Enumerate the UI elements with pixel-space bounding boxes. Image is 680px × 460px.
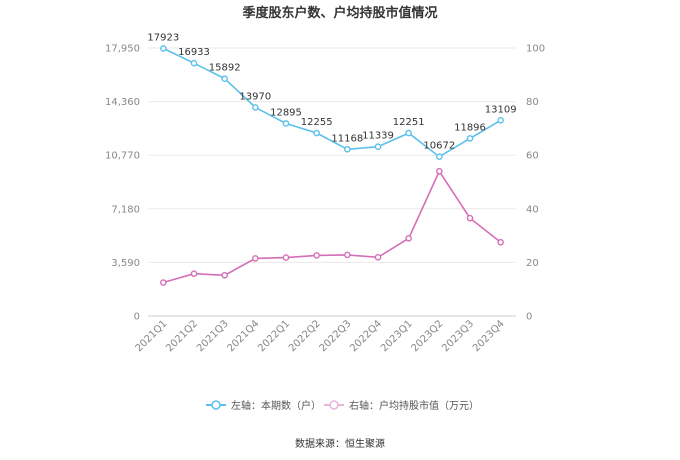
data-point xyxy=(221,75,228,83)
data-point xyxy=(160,279,167,286)
data-source: 数据来源：恒生聚源 xyxy=(295,437,385,450)
data-label: 13970 xyxy=(239,91,271,102)
data-point xyxy=(436,153,443,160)
right-tick-label: 40 xyxy=(526,204,539,215)
data-point xyxy=(405,129,412,137)
legend-item-households[interactable]: 左轴：本期数（户） xyxy=(206,399,321,412)
data-label: 17923 xyxy=(147,32,179,43)
data-point xyxy=(221,271,228,279)
data-label: 12895 xyxy=(270,107,302,118)
data-label: 13109 xyxy=(485,104,517,115)
x-tick-label: 2022Q4 xyxy=(348,318,384,354)
x-tick-label: 2022Q3 xyxy=(318,318,354,354)
left-axis-ticks: 0 3,590 7,180 10,770 14,360 17,950 xyxy=(105,44,140,323)
series-lines xyxy=(162,47,502,284)
legend: 左轴：本期数（户） 右轴：户均持股市值（万元） xyxy=(206,399,479,412)
right-tick-label: 0 xyxy=(526,312,532,323)
right-tick-label: 20 xyxy=(526,258,539,269)
x-tick-label: 2023Q2 xyxy=(410,318,446,354)
right-tick-label: 80 xyxy=(526,97,539,108)
data-point xyxy=(190,59,198,67)
data-label: 11339 xyxy=(362,131,394,142)
right-tick-label: 100 xyxy=(526,44,545,55)
x-tick-label: 2023Q4 xyxy=(471,318,507,354)
data-point xyxy=(466,135,474,142)
left-tick-label: 3,590 xyxy=(111,258,140,269)
series-line-1 xyxy=(163,169,502,284)
data-point xyxy=(252,255,259,262)
legend-marker-avg-value xyxy=(329,400,339,410)
data-label: 11168 xyxy=(331,133,363,144)
data-point xyxy=(252,104,259,111)
x-tick-label: 2022Q2 xyxy=(287,318,323,354)
left-tick-label: 14,360 xyxy=(105,97,140,108)
x-tick-label: 2023Q3 xyxy=(440,318,476,354)
data-point xyxy=(374,254,382,261)
right-tick-label: 60 xyxy=(526,151,539,162)
data-label: 15892 xyxy=(209,63,241,74)
data-point xyxy=(160,45,167,52)
x-tick-label: 2023Q1 xyxy=(379,318,415,354)
data-point xyxy=(313,129,320,137)
data-label: 10672 xyxy=(423,141,455,152)
data-label: 12255 xyxy=(301,117,333,128)
data-label: 12251 xyxy=(393,117,425,128)
x-axis-ticks: 2021Q12021Q22021Q32021Q42022Q12022Q22022… xyxy=(134,318,507,354)
chart-title: 季度股东户数、户均持股市值情况 xyxy=(241,5,437,21)
left-tick-label: 17,950 xyxy=(105,44,140,55)
legend-label-households: 左轴：本期数（户） xyxy=(231,399,321,412)
data-point xyxy=(344,145,351,153)
left-tick-label: 7,180 xyxy=(111,204,140,215)
data-point xyxy=(344,251,351,259)
data-label: 11896 xyxy=(454,122,486,133)
data-point xyxy=(282,254,290,261)
legend-marker-households xyxy=(211,400,221,410)
left-tick-label: 10,770 xyxy=(105,151,140,162)
legend-item-avg-value[interactable]: 右轴：户均持股市值（万元） xyxy=(324,399,479,412)
right-axis-ticks: 0 20 40 60 80 100 xyxy=(526,44,545,323)
data-label: 16933 xyxy=(178,47,210,58)
data-point xyxy=(436,167,443,175)
data-point xyxy=(313,252,320,259)
data-point xyxy=(466,214,474,222)
data-point xyxy=(497,116,504,124)
data-point xyxy=(405,234,412,242)
x-tick-label: 2022Q1 xyxy=(256,318,292,354)
series-points xyxy=(160,45,504,286)
data-point xyxy=(282,120,290,127)
series-line-0 xyxy=(162,47,502,158)
gridlines xyxy=(148,47,516,317)
legend-label-avg-value: 右轴：户均持股市值（万元） xyxy=(349,399,479,412)
x-tick-label: 2021Q1 xyxy=(134,318,170,354)
x-tick-label: 2021Q3 xyxy=(195,318,231,354)
data-point xyxy=(374,143,382,151)
data-point xyxy=(190,270,198,277)
x-tick-label: 2021Q4 xyxy=(226,318,262,354)
left-tick-label: 0 xyxy=(134,312,140,323)
x-tick-label: 2021Q2 xyxy=(164,318,200,354)
data-point xyxy=(497,238,504,246)
